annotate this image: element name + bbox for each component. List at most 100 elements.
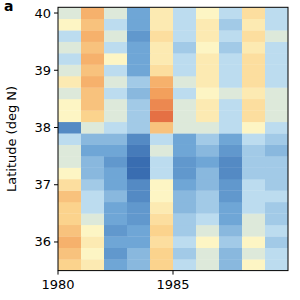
heatmap-cell [127, 110, 150, 122]
heatmap-cell [58, 42, 81, 54]
heatmap-cell [265, 213, 288, 225]
heatmap-cell [150, 156, 173, 168]
heatmap-cell [196, 65, 219, 77]
heatmap-cell [58, 19, 81, 31]
heatmap-cell [58, 202, 81, 214]
heatmap-cell [127, 248, 150, 260]
heatmap-cell [196, 110, 219, 122]
heatmap-cell [104, 65, 127, 77]
heatmap-cell [265, 53, 288, 65]
heatmap-cell [196, 179, 219, 191]
heatmap-cell [81, 168, 104, 180]
heatmap-cell [127, 99, 150, 111]
heatmap-cell [219, 213, 242, 225]
heatmap-cell [104, 110, 127, 122]
heatmap-cell [242, 122, 265, 134]
heatmap-cell [104, 19, 127, 31]
heatmap-cell [265, 248, 288, 260]
heatmap-cell [173, 236, 196, 248]
heatmap-cell [242, 236, 265, 248]
heatmap-cell [127, 7, 150, 19]
heatmap-cell [150, 179, 173, 191]
heatmap-cell [196, 99, 219, 111]
heatmap-cell [219, 7, 242, 19]
heatmap-cell [104, 76, 127, 88]
heatmap-cell [196, 19, 219, 31]
heatmap-cell [81, 53, 104, 65]
heatmap-cell [265, 156, 288, 168]
heatmap-cell [196, 236, 219, 248]
heatmap-cell [150, 213, 173, 225]
heatmap-cell [58, 259, 81, 270]
heatmap-cell [150, 110, 173, 122]
heatmap-cell [219, 99, 242, 111]
heatmap-cell [242, 65, 265, 77]
heatmap-cell [81, 7, 104, 19]
heatmap-cell [81, 156, 104, 168]
heatmap-cell [219, 65, 242, 77]
heatmap-cell [219, 168, 242, 180]
heatmap-cell [242, 190, 265, 202]
heatmap-cell [81, 19, 104, 31]
heatmap-cell [196, 225, 219, 237]
heatmap-cell [219, 122, 242, 134]
heatmap-cell [81, 30, 104, 42]
heatmap-cell [219, 133, 242, 145]
heatmap-cell [104, 259, 127, 270]
heatmap-cell [196, 76, 219, 88]
heatmap-cell [173, 156, 196, 168]
y-tick-label: 36 [34, 234, 51, 249]
heatmap-cell [173, 248, 196, 260]
heatmap-cell [150, 133, 173, 145]
heatmap-cell [173, 168, 196, 180]
heatmap-cell [127, 53, 150, 65]
heatmap-cell [127, 133, 150, 145]
y-tick [54, 13, 58, 14]
heatmap-cell [127, 145, 150, 157]
x-tick [173, 271, 174, 275]
heatmap-cell [219, 30, 242, 42]
heatmap-cell [104, 87, 127, 99]
heatmap-cell [150, 87, 173, 99]
heatmap-cell [265, 19, 288, 31]
heatmap-cell [196, 42, 219, 54]
heatmap-cell [265, 99, 288, 111]
heatmap-cell [58, 53, 81, 65]
heatmap-cell [219, 179, 242, 191]
heatmap-cell [173, 145, 196, 157]
heatmap-cell [242, 156, 265, 168]
heatmap-cell [81, 202, 104, 214]
heatmap-cell [196, 7, 219, 19]
heatmap-cell [242, 42, 265, 54]
heatmap-cell [127, 76, 150, 88]
heatmap-cell [81, 145, 104, 157]
heatmap-cell [127, 19, 150, 31]
heatmap-cell [58, 156, 81, 168]
heatmap-cell [173, 122, 196, 134]
heatmap-cell [219, 259, 242, 270]
heatmap-cell [150, 7, 173, 19]
heatmap-cell [265, 133, 288, 145]
heatmap-cell [173, 99, 196, 111]
heatmap-cell [150, 53, 173, 65]
heatmap-cell [242, 30, 265, 42]
heatmap-cell [173, 110, 196, 122]
heatmap-cell [58, 7, 81, 19]
heatmap-cell [196, 133, 219, 145]
heatmap-cell [127, 30, 150, 42]
heatmap-cell [81, 65, 104, 77]
heatmap-cell [58, 248, 81, 260]
heatmap-cell [104, 7, 127, 19]
heatmap-cell [219, 156, 242, 168]
y-tick-label: 40 [34, 6, 51, 21]
heatmap-cell [127, 87, 150, 99]
chart-svg: 363738394019801985Latitude (deg N)a [0, 0, 300, 300]
heatmap-cell [104, 145, 127, 157]
heatmap-cell [58, 190, 81, 202]
heatmap-cell [127, 122, 150, 134]
heatmap-cell [242, 213, 265, 225]
heatmap-cell [104, 133, 127, 145]
heatmap-cell [104, 30, 127, 42]
heatmap-cell [58, 87, 81, 99]
heatmap-cell [219, 42, 242, 54]
